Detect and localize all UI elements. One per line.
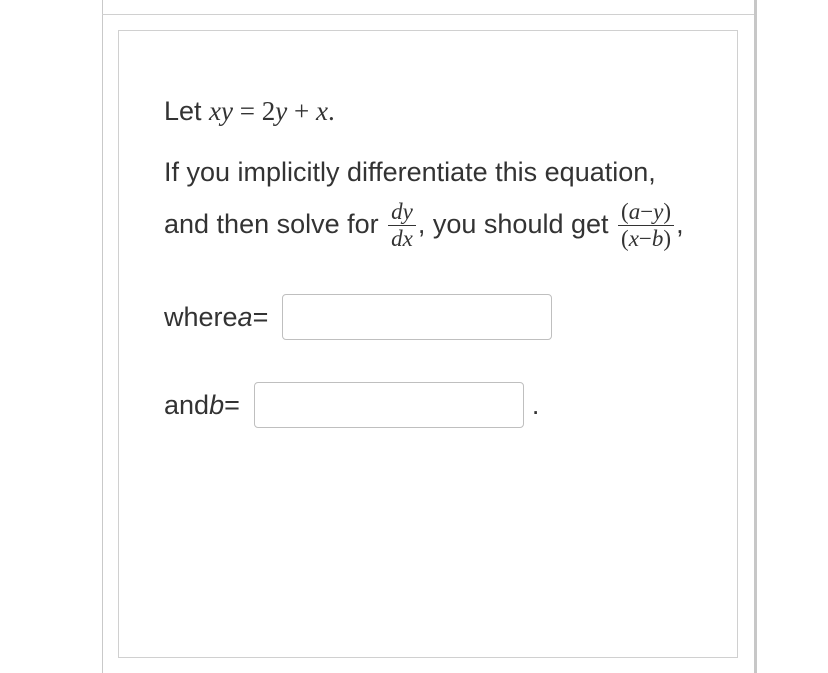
text-and: and [164, 390, 209, 421]
outer-border-left [102, 0, 103, 673]
frac-den-xb: (x−b) [618, 225, 674, 252]
eq-b: = [224, 390, 240, 421]
math-plus: + [287, 96, 316, 126]
row-and-b: and b = . [164, 382, 692, 428]
outer-border-right [754, 0, 757, 673]
math-y2: y [275, 96, 287, 126]
question-card: Let xy = 2y + x. If you implicitly diffe… [118, 30, 738, 658]
input-b[interactable] [254, 382, 524, 428]
page-container: Let xy = 2y + x. If you implicitly diffe… [0, 0, 828, 673]
input-a[interactable] [282, 294, 552, 340]
math-x: x [209, 96, 221, 126]
final-period: . [532, 390, 540, 421]
math-eq: = [233, 96, 262, 126]
text-youshould: , you should get [418, 209, 616, 239]
text-comma: , [676, 209, 684, 239]
math-period: . [328, 96, 335, 126]
math-y: y [221, 96, 233, 126]
frac-answer: (a−y) (x−b) [618, 199, 674, 253]
math-2: 2 [262, 96, 276, 126]
frac-num-ay: (a−y) [618, 199, 674, 225]
text-where: where [164, 302, 238, 333]
eq-a: = [253, 302, 269, 333]
frac-den-dx: dx [388, 225, 416, 252]
top-divider [102, 14, 754, 15]
equation-line: Let xy = 2y + x. [164, 86, 692, 137]
text-let: Let [164, 96, 209, 126]
frac-num-dy: dy [388, 199, 416, 225]
var-b: b [209, 390, 224, 421]
frac-dy-dx: dy dx [388, 199, 416, 253]
math-x2: x [316, 96, 328, 126]
instruction-text: If you implicitly differentiate this equ… [164, 147, 692, 252]
row-where-a: where a = [164, 294, 692, 340]
var-a: a [238, 302, 253, 333]
